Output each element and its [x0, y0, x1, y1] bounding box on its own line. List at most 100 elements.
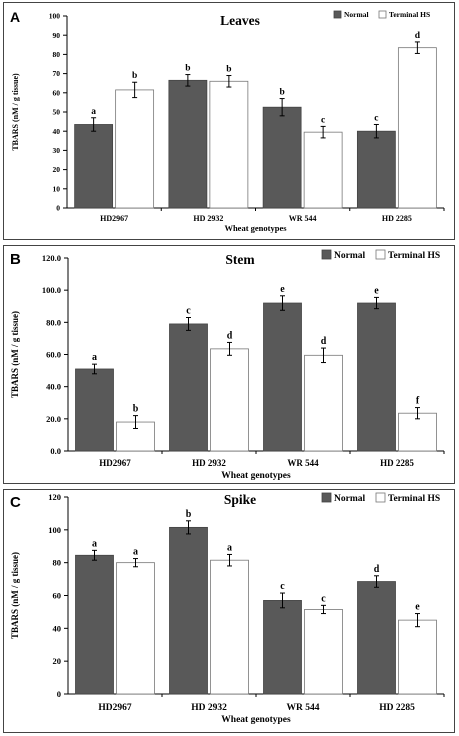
y-tick-label: 80 — [53, 50, 61, 59]
legend-swatch-terminal-hs — [375, 249, 386, 260]
significance-letter: a — [133, 547, 138, 558]
significance-letter: b — [132, 71, 137, 81]
legend-label-normal: Normal — [334, 494, 365, 504]
spike-bar-chart: C 0 20 40 60 80 100 120 TBARS (nM / g tissue) Spi… — [10, 492, 445, 725]
bar-normal — [74, 124, 114, 209]
bar-terminal-hs — [398, 412, 437, 452]
significance-letter: c — [321, 593, 326, 604]
significance-letter: e — [374, 285, 379, 296]
y-tick-label: 80 — [53, 558, 62, 568]
y-tick-label: 10 — [53, 184, 61, 193]
bar-normal — [75, 554, 114, 695]
significance-letter: a — [227, 542, 232, 553]
bar-terminal-hs — [116, 562, 155, 695]
y-tick-label: 100.0 — [42, 285, 61, 295]
bar-terminal-hs — [398, 619, 437, 695]
legend-swatch-normal — [333, 10, 342, 19]
legend-label-normal: Normal — [344, 10, 369, 19]
y-tick-label: 20 — [53, 656, 62, 666]
significance-letter: e — [280, 284, 285, 295]
bar-terminal-hs — [210, 348, 249, 452]
bar-terminal-hs — [397, 47, 437, 209]
y-tick-label: 50 — [53, 108, 61, 117]
x-axis-label: Wheat genotypes — [221, 471, 291, 481]
y-tick-label: 40 — [53, 127, 61, 136]
y-tick-label: 120 — [48, 492, 61, 502]
legend-swatch-normal — [321, 249, 332, 260]
significance-letter: d — [415, 31, 421, 41]
significance-letter: c — [374, 113, 378, 123]
significance-letter: b — [133, 404, 139, 415]
x-category-label: HD2967 — [100, 214, 128, 223]
y-tick-label: 100 — [48, 525, 61, 535]
significance-letter: f — [416, 396, 420, 407]
significance-letter: a — [91, 107, 96, 117]
significance-letter: e — [415, 602, 420, 613]
bar-terminal-hs — [210, 559, 249, 695]
significance-letter: b — [185, 64, 190, 74]
y-tick-label: 30 — [53, 146, 61, 155]
panel-letter: A — [10, 9, 20, 25]
legend-label-terminal-hs: Terminal HS — [388, 494, 440, 504]
bar-normal — [356, 130, 396, 209]
legend-swatch-normal — [321, 492, 332, 503]
stem-bar-chart: B 0.0 20.0 40.0 60.0 80.0 100.0 120.0 TBARS (nM … — [10, 249, 445, 481]
significance-letter: c — [280, 581, 285, 592]
legend-swatch-terminal-hs — [378, 10, 387, 19]
y-tick-label: 40 — [53, 623, 62, 633]
y-axis-label: TBARS (nM / g tissue) — [10, 311, 20, 398]
x-axis-label: Wheat genotypes — [221, 715, 291, 725]
significance-letter: b — [279, 88, 284, 98]
y-tick-label: 90 — [53, 31, 61, 40]
y-tick-label: 0.0 — [50, 446, 61, 456]
y-tick-label: 0 — [56, 204, 60, 213]
x-category-label: HD 2285 — [379, 703, 415, 713]
x-category-label: WR 544 — [287, 458, 319, 468]
bar-terminal-hs — [304, 354, 343, 452]
x-category-label: HD 2932 — [193, 214, 223, 223]
y-tick-label: 100 — [49, 12, 61, 21]
x-category-label: HD2967 — [98, 703, 132, 713]
x-category-label: HD 2285 — [380, 458, 414, 468]
x-axis-label: Wheat genotypes — [224, 223, 287, 233]
bar-normal — [262, 106, 302, 209]
panel-letter: C — [10, 494, 21, 511]
bar-normal — [357, 302, 396, 452]
chart-title: Spike — [224, 492, 256, 507]
significance-letter: d — [374, 564, 380, 575]
bar-normal — [169, 526, 208, 695]
bar-terminal-hs — [303, 131, 343, 209]
y-tick-label: 80.0 — [46, 317, 61, 327]
significance-letter: b — [186, 509, 192, 520]
bar-normal — [75, 368, 114, 452]
bar-terminal-hs — [304, 609, 343, 695]
panel-letter: B — [10, 251, 21, 268]
y-tick-label: 0 — [57, 689, 61, 699]
legend-label-normal: Normal — [334, 251, 365, 261]
bar-normal — [263, 302, 302, 452]
y-tick-label: 120.0 — [42, 253, 61, 263]
spike-chart-panel: C 0 20 40 60 80 100 120 TBARS (nM / g tissue) Spi… — [3, 489, 455, 733]
bar-normal — [169, 323, 208, 452]
x-category-label: HD 2932 — [191, 703, 227, 713]
y-tick-label: 60 — [53, 590, 62, 600]
y-tick-label: 70 — [53, 69, 61, 78]
significance-letter: d — [227, 330, 233, 341]
significance-letter: c — [321, 115, 325, 125]
y-tick-label: 20 — [53, 165, 61, 174]
x-category-label: WR 544 — [289, 214, 317, 223]
legend-swatch-terminal-hs — [375, 492, 386, 503]
bar-normal — [357, 581, 396, 695]
bar-normal — [263, 600, 302, 695]
y-axis-label: TBARS (nM / g tissue) — [11, 73, 20, 151]
y-tick-label: 60 — [53, 88, 61, 97]
significance-letter: c — [186, 306, 191, 317]
chart-title: Leaves — [220, 13, 260, 28]
significance-letter: d — [321, 336, 327, 347]
x-category-label: HD 2932 — [192, 458, 226, 468]
significance-letter: a — [92, 352, 97, 363]
y-tick-label: 20.0 — [46, 414, 61, 424]
chart-title: Stem — [225, 252, 255, 267]
significance-letter: a — [92, 538, 97, 549]
legend-label-terminal-hs: Terminal HS — [389, 10, 430, 19]
